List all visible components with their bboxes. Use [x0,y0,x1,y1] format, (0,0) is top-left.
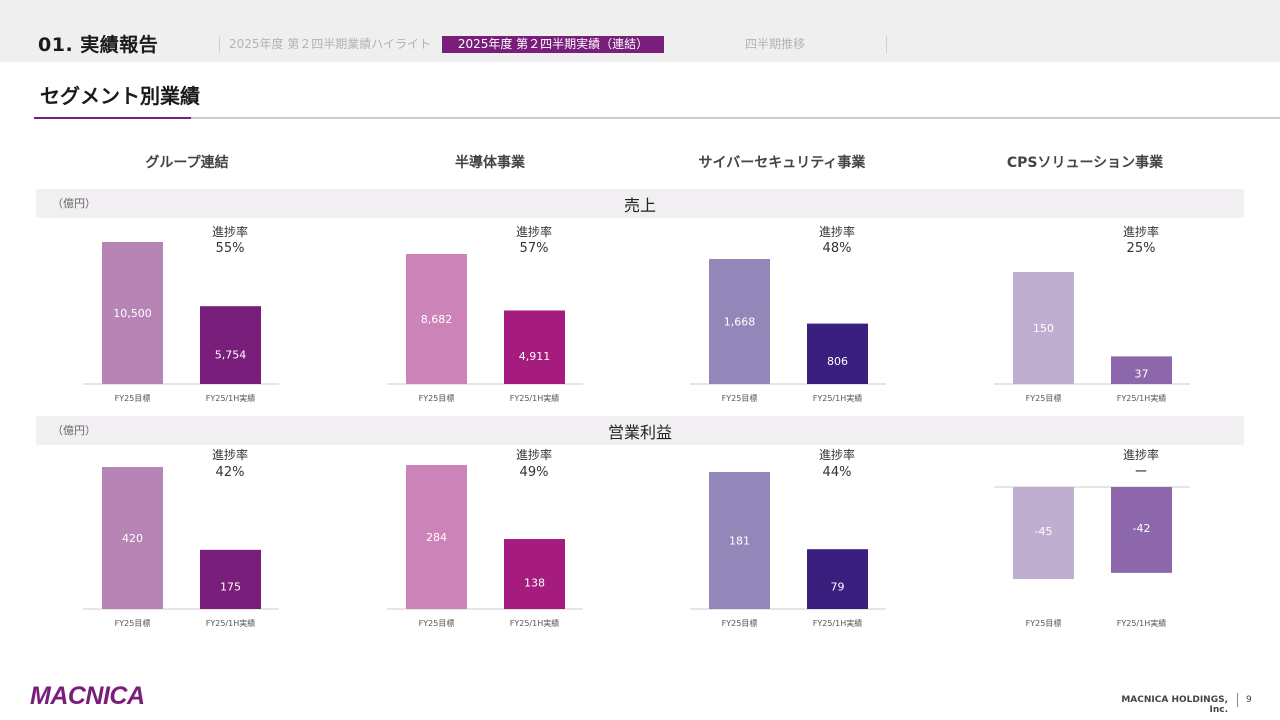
bar [504,310,565,384]
bar [709,259,770,384]
bar [1111,487,1172,573]
bar-value-label: 806 [827,355,848,368]
bar-value-label: 175 [220,581,241,594]
tab-divider [219,36,220,53]
bar-value-label: 79 [831,580,845,593]
title-accent [34,117,191,119]
progress-label: 進捗率 [212,224,248,239]
progress-label: 進捗率 [1123,447,1159,462]
bar-value-label: 181 [729,535,750,548]
bar [200,549,261,609]
band-sales: （億円） 売上 [36,189,1244,218]
bar [1111,356,1172,384]
category-label: FY25目標 [419,618,455,628]
progress-label: 進捗率 [212,447,248,462]
bar [102,242,163,384]
category-label: FY25/1H実績 [1117,393,1166,403]
progress-value: 55% [216,241,245,256]
bar [807,549,868,609]
bar-value-label: 10,500 [113,307,152,320]
progress-label: 進捗率 [819,447,855,462]
bar [1013,487,1074,579]
segment-heading-cps: CPSソリューション事業 [1006,155,1164,171]
progress-value: 48% [823,241,852,256]
title-rule [34,117,1280,119]
progress-value: 49% [520,465,549,480]
page-title: セグメント別業績 [40,84,200,108]
segment-heading-semiconductor: 半導体事業 [455,155,525,171]
bar [1013,272,1074,384]
bar-value-label: 284 [426,531,447,544]
category-label: FY25/1H実績 [813,618,862,628]
segment-heading-group: グループ連結 [145,155,229,171]
section-title: 01. 実績報告 [38,34,159,56]
footer-company: MACNICA HOLDINGS, Inc. [1121,695,1228,715]
bar-value-label: 4,911 [519,350,551,363]
tab-highlights[interactable]: 2025年度 第２四半期業績ハイライト [228,37,432,51]
macnica-logo: MACNICA [30,680,164,714]
category-label: FY25目標 [722,393,758,403]
category-label: FY25/1H実績 [510,393,559,403]
bar [200,306,261,384]
category-label: FY25/1H実績 [813,393,862,403]
category-label: FY25/1H実績 [206,393,255,403]
bar [406,254,467,384]
category-label: FY25目標 [115,618,151,628]
segment-heading-cybersecurity: サイバーセキュリティ事業 [698,155,866,171]
band-operating-profit: （億円） 営業利益 [36,416,1244,445]
bar [709,472,770,609]
band-title: 営業利益 [607,423,672,442]
bar [102,467,163,609]
tab-divider [886,36,887,53]
bar [504,539,565,609]
category-label: FY25目標 [1026,393,1062,403]
bar-value-label: 1,668 [724,316,756,329]
bar-value-label: -45 [1035,525,1053,538]
bar [807,323,868,384]
progress-label: 進捗率 [516,224,552,239]
footer-divider [1237,693,1238,707]
progress-label: 進捗率 [516,447,552,462]
bar-value-label: 8,682 [421,313,453,326]
category-label: FY25/1H実績 [1117,618,1166,628]
band-title: 売上 [623,196,656,215]
category-label: FY25/1H実績 [510,618,559,628]
category-label: FY25目標 [722,618,758,628]
progress-value: ー [1134,465,1147,480]
progress-value: 42% [216,465,245,480]
progress-value: 44% [823,465,852,480]
band-unit: （億円） [52,197,96,210]
progress-value: 25% [1127,241,1156,256]
tab-consolidated-results[interactable]: 2025年度 第２四半期実績（連結） [442,36,664,53]
category-label: FY25目標 [419,393,455,403]
bar [406,465,467,609]
logo-text: MACNICA [30,682,145,710]
progress-value: 57% [520,241,549,256]
bar-value-label: -42 [1133,522,1151,535]
progress-label: 進捗率 [1123,224,1159,239]
category-label: FY25目標 [1026,618,1062,628]
bar-value-label: 138 [524,576,545,589]
progress-label: 進捗率 [819,224,855,239]
category-label: FY25/1H実績 [206,618,255,628]
page-number: 9 [1246,695,1252,705]
band-unit: （億円） [52,424,96,437]
bar-value-label: 37 [1135,368,1149,381]
bar-value-label: 420 [122,532,143,545]
bar-value-label: 5,754 [215,348,247,361]
bar-value-label: 150 [1033,322,1054,335]
category-label: FY25目標 [115,393,151,403]
tab-quarterly-trend[interactable]: 四半期推移 [744,37,805,51]
